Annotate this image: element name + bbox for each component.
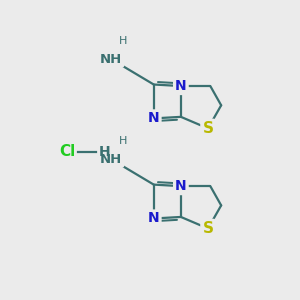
Text: H: H <box>118 136 127 146</box>
Text: H: H <box>98 145 110 158</box>
Text: N: N <box>148 212 160 226</box>
Text: N: N <box>175 179 187 193</box>
Text: N: N <box>148 111 160 125</box>
Text: Cl: Cl <box>59 144 75 159</box>
Text: S: S <box>202 121 214 136</box>
Text: H: H <box>118 36 127 46</box>
Text: NH: NH <box>100 52 122 66</box>
Text: S: S <box>202 221 214 236</box>
Text: N: N <box>175 79 187 93</box>
Text: NH: NH <box>100 153 122 166</box>
